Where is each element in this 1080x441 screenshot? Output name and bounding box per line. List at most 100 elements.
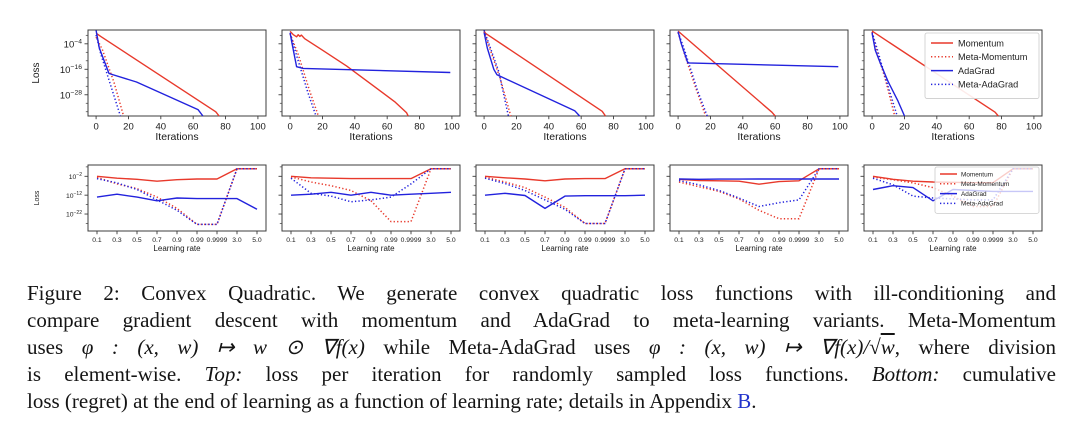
series-momentum [677, 30, 776, 117]
x-axis-label: Iterations [737, 131, 780, 143]
caption-text: is element-wise. [27, 362, 205, 386]
x-axis-label: Learning rate [347, 244, 395, 253]
x-tick-label: 0.7 [346, 237, 356, 244]
regret-vs-learning-rate-plot-3: 0.1 0.3 0.5 0.7 0.9 0.99 0.9999 3.0 5.0 Learning … [472, 164, 655, 253]
y-tick-label: 10−28 [60, 89, 82, 101]
y-axis-label: Loss [34, 190, 41, 205]
x-tick-label: 0.1 [674, 237, 684, 244]
x-tick-label: 3.0 [620, 237, 630, 244]
legend-label-momentum: Momentum [958, 38, 1004, 48]
x-tick-label: 0.3 [306, 237, 316, 244]
x-tick-label: 20 [899, 122, 910, 133]
y-tick-label: 10−16 [60, 64, 82, 76]
x-tick-label: 5.0 [1028, 237, 1038, 244]
caption-text: loss (regret) at the end of learning as … [27, 389, 738, 413]
x-tick-label: 0.3 [112, 237, 122, 244]
legend: Momentum Meta-Momentum AdaGrad Meta-AdaGrad [924, 32, 1040, 99]
x-axis-label: Iterations [155, 131, 198, 143]
series-adagrad [96, 193, 258, 210]
regret-vs-learning-rate-plot-5: 0.1 0.3 0.5 0.7 0.9 0.99 0.9999 3.0 5.0 Learning … [860, 164, 1043, 253]
x-tick-label: 5.0 [446, 237, 456, 244]
x-tick-label: 0.3 [694, 237, 704, 244]
plot-frame [669, 29, 849, 117]
figure-caption: Figure 2: Convex Quadratic. We generate … [27, 280, 1056, 415]
series-meta-adagrad [678, 168, 839, 208]
legend-box [934, 166, 1040, 214]
x-tick-label: 0.5 [714, 237, 724, 244]
loss-per-iteration-plot-3: 0 20 40 60 80 100 Iterations [472, 29, 655, 143]
x-axis-label: Iterations [931, 131, 974, 143]
appendix-b-link[interactable]: B [737, 389, 752, 413]
plot-frame [475, 29, 655, 117]
top-plot-row: 10−4 10−16 10−28 0 20 40 60 80 100 Iterations Loss… [0, 26, 1080, 143]
regret-vs-learning-rate-plot-2: 0.1 0.3 0.5 0.7 0.9 0.99 0.9999 3.0 5.0 Learning … [278, 164, 461, 253]
legend-label-momentum: Momentum [961, 171, 993, 178]
x-tick-label: 0.9 [366, 237, 376, 244]
x-tick-label: 0 [869, 122, 874, 133]
caption-text: compare gradient descent with momentum a… [27, 308, 1056, 332]
plot-frame [669, 164, 849, 232]
series-meta-momentum [290, 168, 451, 223]
y-tick-label: 10−22 [66, 210, 82, 219]
series-meta-adagrad [871, 32, 898, 117]
caption-line-3: uses φ : (x, w) ↦ w ⊙ ∇f(x) while Meta-A… [27, 334, 1056, 361]
x-tick-label: 100 [832, 122, 848, 133]
x-tick-label: 60 [188, 122, 199, 133]
x-tick-label: 0.9999 [401, 237, 422, 244]
x-tick-label: 0.9 [172, 237, 182, 244]
plot-frame [87, 29, 267, 117]
series-momentum [96, 168, 257, 182]
x-tick-label: 0.9999 [983, 237, 1004, 244]
x-tick-label: 40 [932, 122, 943, 133]
x-tick-label: 0.9999 [207, 237, 228, 244]
loss-per-iteration-plot-1: 10−4 10−16 10−28 0 20 40 60 80 100 Iterations Loss [31, 29, 267, 143]
x-tick-label: 3.0 [232, 237, 242, 244]
legend-label-meta-momentum: Meta-Momentum [958, 52, 1028, 62]
x-tick-label: 0.1 [480, 237, 490, 244]
x-axis-label: Learning rate [735, 244, 783, 253]
caption-text: uses [27, 335, 82, 359]
x-tick-label: 60 [964, 122, 975, 133]
y-tick-label: 10−2 [69, 172, 82, 181]
x-tick-label: 80 [996, 122, 1007, 133]
x-tick-label: 0.9 [754, 237, 764, 244]
series-adagrad [289, 32, 451, 74]
x-tick-label: 0.99 [578, 237, 591, 244]
x-tick-label: 0 [481, 122, 486, 133]
legend-label-meta-momentum: Meta-Momentum [961, 181, 1009, 188]
caption-italic-text: Top: [204, 362, 243, 386]
x-axis-label: Iterations [543, 131, 586, 143]
y-tick-label: 10−12 [66, 191, 82, 200]
x-tick-label: 0 [93, 122, 98, 133]
x-tick-label: 100 [638, 122, 654, 133]
x-tick-label: 0.9999 [595, 237, 616, 244]
caption-line-2: compare gradient descent with momentum a… [27, 307, 1056, 334]
regret-vs-learning-rate-plot-1: 10−2 10−12 10−22 0.1 0.3 0.5 0.7 0.9 0.99 0.9999 3… [34, 164, 267, 253]
x-tick-label: 3.0 [426, 237, 436, 244]
x-tick-label: 0.7 [540, 237, 550, 244]
x-tick-label: 0.99 [772, 237, 785, 244]
loss-per-iteration-plot-4: 0 20 40 60 80 100 Iterations [666, 29, 849, 143]
x-tick-label: 100 [444, 122, 460, 133]
series-meta-adagrad [289, 32, 317, 117]
series-momentum [484, 168, 645, 182]
caption-text: Figure 2: Convex Quadratic. We generate … [27, 281, 1056, 305]
series-momentum [290, 168, 451, 180]
x-tick-label: 60 [382, 122, 393, 133]
x-tick-label: 20 [511, 122, 522, 133]
x-tick-label: 0.7 [928, 237, 938, 244]
series-meta-momentum [289, 33, 320, 117]
caption-math-ol-text: w [880, 335, 895, 359]
series-meta-adagrad [483, 30, 510, 117]
x-tick-label: 20 [317, 122, 328, 133]
legend-box [924, 32, 1040, 99]
series-momentum [678, 168, 839, 185]
series-adagrad [677, 31, 839, 68]
loss-per-iteration-plot-2: 0 20 40 60 80 100 Iterations [278, 29, 461, 143]
series-momentum [871, 30, 999, 117]
plot-frame [281, 164, 461, 232]
x-tick-label: 0.5 [326, 237, 336, 244]
x-tick-label: 5.0 [640, 237, 650, 244]
x-tick-label: 0.99 [190, 237, 203, 244]
